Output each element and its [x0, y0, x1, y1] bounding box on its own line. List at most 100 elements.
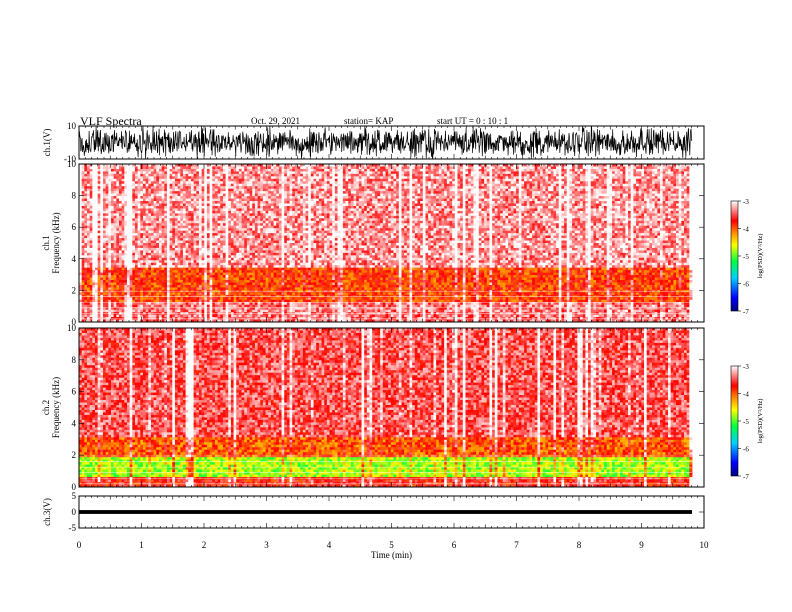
ch1-spectrogram-cell	[468, 181, 471, 184]
ch1-spectrogram-cell	[362, 191, 365, 194]
ch1-spectrogram-cell	[346, 174, 349, 177]
ch1-spectrogram-cell	[322, 169, 325, 172]
ch1-spectrogram-cell	[188, 194, 191, 197]
ch1-spectrogram-cell	[423, 191, 426, 194]
ch1-spectrogram-cell	[487, 169, 490, 172]
ch1-spectrogram-cell	[609, 176, 612, 179]
ch1-spectrogram-cell	[580, 174, 583, 177]
ch1-spectrogram-cell	[108, 176, 111, 179]
ch1-spectrogram-cell	[468, 166, 471, 169]
ch1-spectrogram-cell	[447, 184, 450, 187]
ch1-spectrogram-cell	[500, 179, 503, 182]
ch1-spectrogram-cell	[673, 191, 676, 194]
ch1-spectrogram-cell	[620, 171, 623, 174]
ch1-spectrogram-cell	[274, 181, 277, 184]
ch1-spectrogram-cell	[223, 176, 226, 179]
ch1-spectrogram-cell	[500, 176, 503, 179]
ch1-spectrogram-cell	[375, 194, 378, 197]
ch1-spectrogram-cell	[276, 169, 279, 172]
ch1-spectrogram-cell	[335, 174, 338, 177]
ch1-spectrogram-cell	[615, 186, 618, 189]
ch1-spectrogram-cell	[247, 169, 250, 172]
ch1-spectrogram-cell	[647, 171, 650, 174]
ch1-spectrogram-cell	[641, 171, 644, 174]
ch1-spectrogram-cell	[631, 169, 634, 172]
ch1-spectrogram-cell	[631, 179, 634, 182]
ch1-spectrogram-cell	[244, 191, 247, 194]
ch1-spectrogram-cell	[239, 166, 242, 169]
ch1-spectrogram-cell	[191, 169, 194, 172]
ch1-spectrogram-cell	[135, 176, 138, 179]
ch1-spectrogram-cell	[591, 191, 594, 194]
ch1-spectrogram-cell	[460, 179, 463, 182]
ch1-spectrogram-cell	[303, 189, 306, 192]
ch1-spectrogram-cell	[124, 194, 127, 197]
ch1-spectrogram-cell	[628, 186, 631, 189]
ch1-spectrogram-cell	[489, 171, 492, 174]
ch1-spectrogram-cell	[292, 186, 295, 189]
ch1-spectrogram-cell	[314, 184, 317, 187]
ch1-spectrogram-cell	[343, 189, 346, 192]
ch1-spectrogram-cell	[87, 166, 90, 169]
ch1-spectrogram-cell	[455, 181, 458, 184]
ch1-spectrogram-cell	[663, 179, 666, 182]
ch1-spectrogram-cell	[343, 171, 346, 174]
ch1-spectrogram-cell	[471, 174, 474, 177]
ch1-spectrogram-cell	[404, 179, 407, 182]
ch1-spectrogram-cell	[417, 169, 420, 172]
ch1-spectrogram-cell	[172, 171, 175, 174]
ch1-spectrogram-cell	[508, 171, 511, 174]
ch1-spectrogram-cell	[172, 181, 175, 184]
ch1-spectrogram-cell	[676, 174, 679, 177]
ch1-spectrogram-cell	[338, 191, 341, 194]
ch1-spectrogram-cell	[484, 176, 487, 179]
ch1-spectrogram-cell	[687, 176, 690, 179]
ch1-spectrogram-cell	[159, 184, 162, 187]
ch1-spectrogram-cell	[588, 174, 591, 177]
ch1-spectrogram-cell	[338, 174, 341, 177]
ch1-spectrogram-cell	[394, 179, 397, 182]
ch1-spectrogram-cell	[612, 169, 615, 172]
ch1-spectrogram-cell	[407, 169, 410, 172]
ch1-spectrogram-cell	[236, 186, 239, 189]
ch1-spectrogram-cell	[108, 184, 111, 187]
ch1-spectrogram-cell	[223, 179, 226, 182]
ch1-spectrogram-cell	[84, 194, 87, 197]
ch1-spectrogram-cell	[156, 174, 159, 177]
ch1-spectrogram-cell	[591, 186, 594, 189]
ch1-spectrogram-cell	[652, 184, 655, 187]
ch1-spectrogram-cell	[625, 189, 628, 192]
ch1-spectrogram-cell	[186, 189, 189, 192]
ch1-spectrogram-cell	[223, 194, 226, 197]
ch1-spectrogram-cell	[151, 176, 154, 179]
ch1-spectrogram-cell	[218, 186, 221, 189]
ch1-spectrogram-cell	[122, 169, 125, 172]
ch1-spectrogram-cell	[287, 191, 290, 194]
ch1-spectrogram-cell	[420, 181, 423, 184]
ch1-spectrogram-cell	[119, 191, 122, 194]
ch1-spectrogram-cell	[484, 189, 487, 192]
ch1-spectrogram-cell	[593, 181, 596, 184]
ch1-spectrogram-cell	[417, 176, 420, 179]
ch1-spectrogram-cell	[239, 194, 242, 197]
ch1-spectrogram-cell	[396, 191, 399, 194]
ch1-spectrogram-cell	[370, 169, 373, 172]
ch1-spectrogram-cell	[228, 174, 231, 177]
ch1-spectrogram-cell	[420, 174, 423, 177]
ch1-spectrogram-cell	[140, 191, 143, 194]
ch1-spectrogram-cell	[567, 186, 570, 189]
ch1-spectrogram-cell	[607, 176, 610, 179]
ch1-spectrogram-cell	[436, 184, 439, 187]
ch1-spectrogram-cell	[468, 171, 471, 174]
ch1-spectrogram-cell	[455, 189, 458, 192]
ch1-spectrogram-cell	[513, 174, 516, 177]
ch1-spectrogram-cell	[433, 171, 436, 174]
ch1-spectrogram-cell	[324, 184, 327, 187]
ch1-spectrogram-cell	[681, 191, 684, 194]
ch1-spectrogram-cell	[556, 186, 559, 189]
ch1-spectrogram-cell	[628, 184, 631, 187]
ch1-spectrogram-cell	[159, 181, 162, 184]
ch1-spectrogram-cell	[271, 194, 274, 197]
ch1-spectrogram-cell	[617, 191, 620, 194]
ch1-spectrogram-cell	[228, 186, 231, 189]
